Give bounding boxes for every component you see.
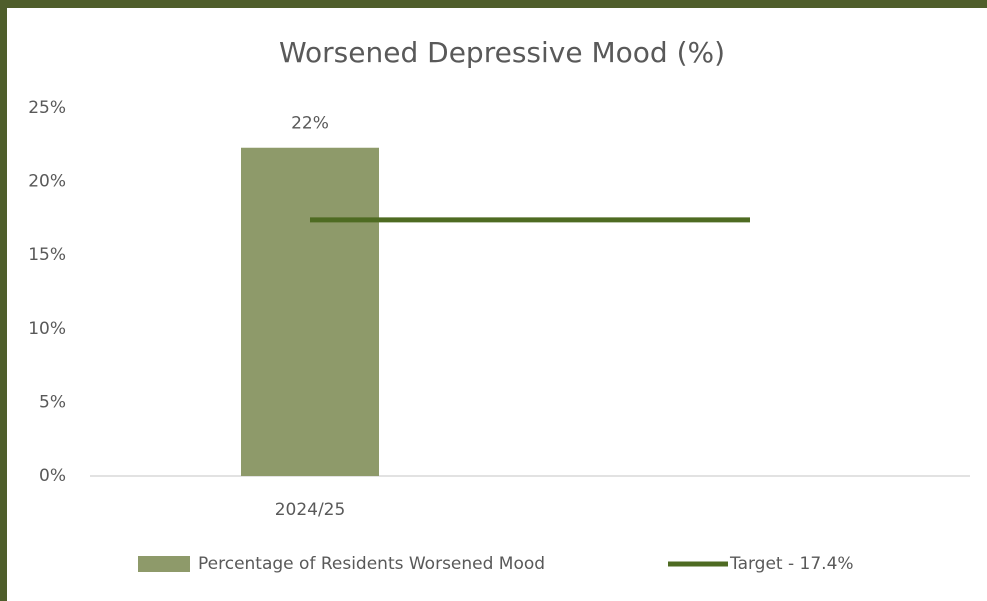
chart-title: Worsened Depressive Mood (%) — [279, 36, 725, 69]
y-tick-label: 5% — [39, 392, 66, 412]
legend-label: Percentage of Residents Worsened Mood — [198, 554, 545, 574]
legend-label: Target - 17.4% — [729, 554, 854, 574]
legend-swatch — [138, 556, 190, 572]
chart-frame — [7, 8, 987, 601]
y-tick-label: 20% — [28, 172, 66, 192]
y-tick-label: 25% — [28, 98, 66, 118]
y-tick-label: 15% — [28, 245, 66, 265]
y-tick-label: 10% — [28, 319, 66, 339]
x-tick-label: 2024/25 — [275, 500, 346, 520]
data-label: 22% — [291, 114, 329, 134]
y-tick-label: 0% — [39, 466, 66, 486]
bar — [241, 147, 379, 476]
